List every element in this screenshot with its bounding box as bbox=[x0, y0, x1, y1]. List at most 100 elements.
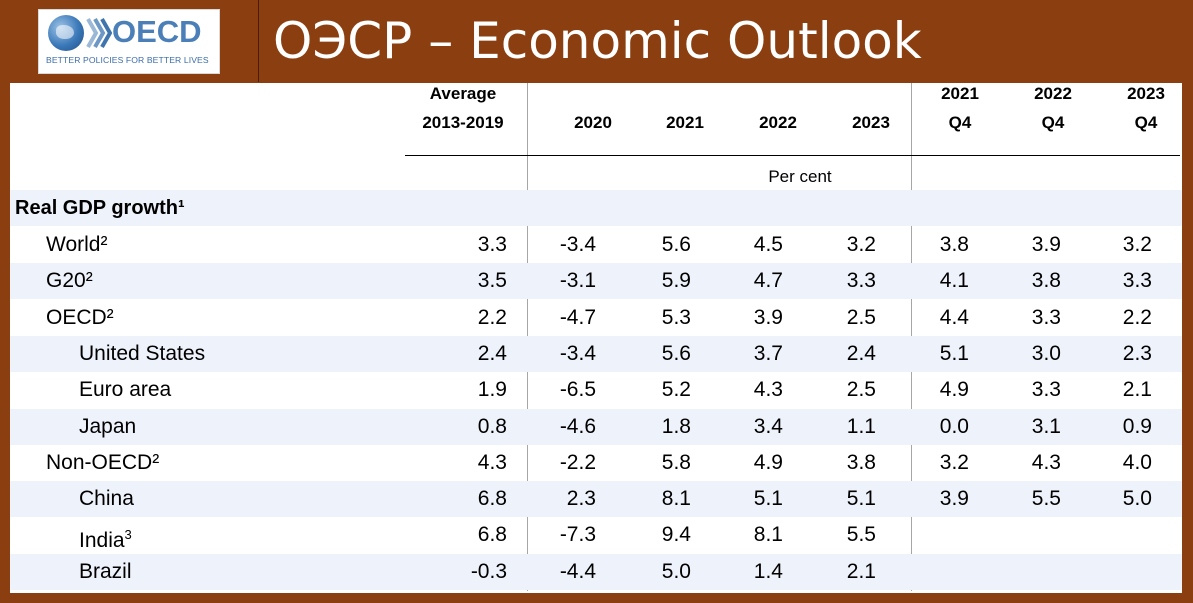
section-row: Real GDP growth¹ bbox=[10, 190, 1182, 226]
table-cell: -4.7 bbox=[559, 305, 596, 329]
table-cell: 3.3 bbox=[1122, 269, 1152, 293]
row-label-text: Non-OECD² bbox=[46, 450, 160, 474]
table-cell: 0.9 bbox=[1122, 414, 1152, 438]
table-cell: -3.4 bbox=[559, 233, 596, 256]
row-label: India3 bbox=[79, 517, 132, 559]
row-label-text: World² bbox=[46, 233, 108, 256]
table-cell: 2.2 bbox=[1122, 305, 1152, 329]
table-cell: 5.6 bbox=[661, 341, 691, 365]
table-cell: 2.5 bbox=[846, 378, 876, 402]
table-row: United States 2.4 -3.4 5.6 3.7 2.4 5.1 3.0 2.3 bbox=[10, 335, 1182, 372]
table-cell: 8.1 bbox=[661, 487, 691, 511]
table-cell: 3.0 bbox=[1031, 341, 1061, 365]
table-cell: 2.1 bbox=[1122, 378, 1152, 402]
table-cell: 3.5 bbox=[477, 269, 507, 293]
table-cell: 8.1 bbox=[753, 523, 783, 547]
outlook-table: Average 2013-2019 2020 2021 2022 2023 2021 Q4 20… bbox=[10, 83, 1182, 593]
row-label: China bbox=[79, 481, 134, 517]
table-cell: 2.4 bbox=[477, 341, 507, 365]
table-cell: 4.9 bbox=[939, 378, 969, 402]
table-cell: 2.2 bbox=[477, 305, 507, 329]
row-label-text: G20² bbox=[46, 269, 93, 293]
row-label: Japan bbox=[79, 409, 136, 445]
table-cell: 2.1 bbox=[846, 559, 876, 583]
column-header-line1: 2023 bbox=[1127, 84, 1165, 103]
page-title: ОЭСР – Economic Outlook bbox=[273, 12, 922, 70]
column-header-line2: 2023 bbox=[852, 113, 890, 132]
table-cell: 3.8 bbox=[939, 233, 969, 256]
table-cell: 4.5 bbox=[753, 233, 783, 256]
table-cell: 5.6 bbox=[661, 233, 691, 256]
table-cell: 1.4 bbox=[753, 559, 783, 583]
table-row: Euro area 1.9 -6.5 5.2 4.3 2.5 4.9 3.3 2.1 bbox=[10, 372, 1182, 408]
table-cell: 4.9 bbox=[753, 450, 783, 474]
table-cell: 3.3 bbox=[1031, 378, 1061, 402]
column-header-line2: Q4 bbox=[1041, 113, 1065, 132]
table-cell: -3.1 bbox=[559, 269, 596, 293]
table-cell: 5.1 bbox=[939, 341, 969, 365]
globe-icon bbox=[48, 15, 84, 51]
row-label-text: Brazil bbox=[79, 559, 132, 583]
table-cell: 4.3 bbox=[1031, 450, 1061, 474]
table-cell: 5.0 bbox=[661, 559, 691, 583]
table-cell: 5.1 bbox=[753, 487, 783, 511]
table-cell: 4.1 bbox=[939, 269, 969, 293]
column-header-line2: 2021 bbox=[666, 113, 704, 132]
logo-wordmark: OECD bbox=[112, 14, 202, 49]
table-cell: 2.3 bbox=[566, 487, 596, 511]
column-header-line2: 2020 bbox=[574, 113, 612, 132]
header-bar: OECD BETTER POLICIES FOR BETTER LIVES ОЭ… bbox=[0, 0, 1193, 82]
table-cell: 6.8 bbox=[477, 523, 507, 547]
table-row: Japan 0.8 -4.6 1.8 3.4 1.1 0.0 3.1 0.9 bbox=[10, 408, 1182, 445]
table-cell: 5.5 bbox=[846, 523, 876, 547]
footnote-marker: 3 bbox=[124, 527, 132, 543]
table-cell: 4.3 bbox=[477, 450, 507, 474]
table-cell: 1.1 bbox=[846, 414, 876, 438]
table-cell: -2.2 bbox=[559, 450, 596, 474]
table-cell: 0.8 bbox=[477, 414, 507, 438]
table-cell: 3.9 bbox=[1031, 233, 1061, 256]
table-row: G20² 3.5 -3.1 5.9 4.7 3.3 4.1 3.8 3.3 bbox=[10, 263, 1182, 300]
table-cell: 5.1 bbox=[846, 487, 876, 511]
table-cell: 3.4 bbox=[753, 414, 783, 438]
table-cell: 1.9 bbox=[477, 378, 507, 402]
table-cell: 3.3 bbox=[477, 233, 507, 256]
table-cell: 9.4 bbox=[661, 523, 691, 547]
row-label-text: China bbox=[79, 487, 134, 511]
table-cell: 3.7 bbox=[753, 341, 783, 365]
logo-tagline: BETTER POLICIES FOR BETTER LIVES bbox=[46, 55, 209, 65]
header-divider bbox=[258, 0, 259, 82]
row-label: G20² bbox=[46, 263, 93, 299]
table-cell: 2.5 bbox=[846, 305, 876, 329]
table-row: Brazil -0.3 -4.4 5.0 1.4 2.1 bbox=[10, 553, 1182, 590]
column-header-line2: 2022 bbox=[759, 113, 797, 132]
table-cell: 2.3 bbox=[1122, 341, 1152, 365]
row-label-text: United States bbox=[79, 341, 206, 365]
table-cell: 3.8 bbox=[846, 450, 876, 474]
column-header-line1: 2021 bbox=[941, 84, 979, 103]
chevrons-icon bbox=[86, 18, 112, 48]
oecd-logo: OECD BETTER POLICIES FOR BETTER LIVES bbox=[38, 9, 220, 74]
table-row: World² 3.3 -3.4 5.6 4.5 3.2 3.8 3.9 3.2 bbox=[10, 227, 1182, 263]
table-cell: 3.9 bbox=[939, 487, 969, 511]
table-cell: 5.3 bbox=[661, 305, 691, 329]
table-cell: 3.8 bbox=[1031, 269, 1061, 293]
row-label: OECD² bbox=[46, 300, 114, 336]
table-cell: 4.0 bbox=[1122, 450, 1152, 474]
table-cell: 0.0 bbox=[939, 414, 969, 438]
section-label: Real GDP growth¹ bbox=[15, 197, 185, 219]
column-header-line2: Q4 bbox=[1134, 113, 1158, 132]
row-label-text: OECD² bbox=[46, 305, 114, 329]
row-label-text: India bbox=[79, 529, 125, 553]
row-label: Euro area bbox=[79, 372, 171, 408]
table-cell: 3.1 bbox=[1031, 414, 1061, 438]
column-header-line1: 2022 bbox=[1034, 84, 1072, 103]
row-label: World² bbox=[46, 227, 107, 263]
unit-label: Per cent bbox=[768, 167, 832, 186]
table-cell: 5.5 bbox=[1031, 487, 1061, 511]
table-row: Non-OECD² 4.3 -2.2 5.8 4.9 3.8 3.2 4.3 4.0 bbox=[10, 445, 1182, 481]
table-cell: 6.8 bbox=[477, 487, 507, 511]
table-row: China 6.8 2.3 8.1 5.1 5.1 3.9 5.5 5.0 bbox=[10, 481, 1182, 518]
table-row: OECD² 2.2 -4.7 5.3 3.9 2.5 4.4 3.3 2.2 bbox=[10, 300, 1182, 336]
table-cell: 5.9 bbox=[661, 269, 691, 293]
